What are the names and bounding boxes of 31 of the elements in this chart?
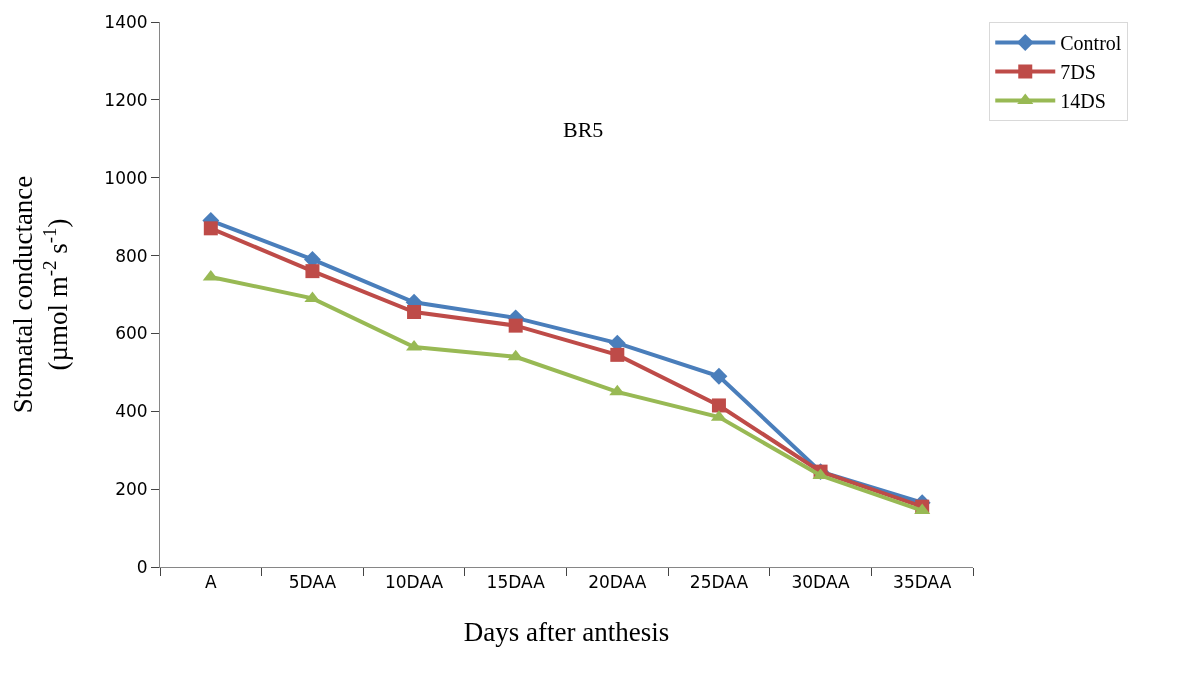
legend-label: 7DS (1060, 61, 1096, 84)
annotation: BR5 (563, 117, 604, 142)
x-tick-label: 20DAA (588, 572, 647, 593)
point (508, 318, 523, 333)
x-axis-title: Days after anthesis (463, 616, 670, 647)
x-tick-label: A (204, 572, 217, 593)
x-tick-label: 35DAA (893, 572, 952, 593)
x-tick-label: 10DAA (384, 572, 444, 593)
point (610, 347, 625, 362)
point (914, 503, 931, 515)
y-tick-label: 400 (115, 401, 148, 422)
y-tick-label: 1200 (104, 89, 148, 110)
y-tick-label: 800 (115, 245, 148, 266)
x-tick-label: 25DAA (689, 572, 749, 593)
y-tick-label: 0 (136, 556, 148, 577)
y-tick-label: 600 (115, 323, 148, 344)
y-tick-label: 1400 (104, 11, 148, 32)
point (305, 264, 320, 279)
point (710, 367, 728, 385)
point (609, 384, 626, 396)
point (202, 269, 219, 281)
point (203, 221, 218, 236)
point (711, 398, 726, 413)
x-tick-label: 30DAA (791, 572, 851, 593)
y-tick-label: 200 (115, 479, 148, 500)
point (407, 305, 422, 320)
x-tick-label: 15DAA (486, 572, 546, 593)
x-tick-label: 5DAA (288, 572, 337, 593)
y-tick-label: 1000 (104, 167, 148, 188)
legend-label: Control (1060, 32, 1122, 55)
legend-label: 14DS (1060, 90, 1106, 113)
